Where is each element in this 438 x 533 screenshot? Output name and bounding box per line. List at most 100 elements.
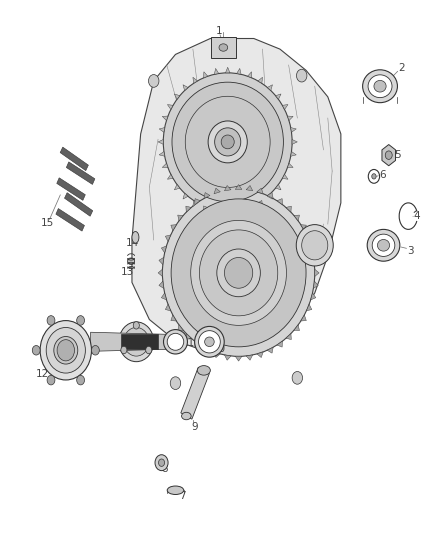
Polygon shape (267, 192, 273, 198)
Polygon shape (314, 257, 318, 264)
Polygon shape (237, 68, 241, 74)
Ellipse shape (221, 135, 234, 149)
Text: 7: 7 (179, 490, 185, 500)
Polygon shape (277, 199, 283, 205)
Ellipse shape (296, 224, 333, 266)
Polygon shape (194, 199, 200, 205)
Polygon shape (194, 341, 200, 347)
Polygon shape (287, 163, 293, 168)
Ellipse shape (208, 121, 247, 163)
Ellipse shape (40, 320, 92, 380)
Polygon shape (174, 184, 180, 190)
Polygon shape (311, 293, 316, 300)
Polygon shape (246, 355, 253, 360)
Polygon shape (158, 269, 162, 277)
Polygon shape (291, 127, 296, 132)
Polygon shape (267, 193, 272, 199)
Polygon shape (257, 352, 263, 358)
Polygon shape (226, 211, 230, 216)
Polygon shape (292, 140, 297, 144)
Circle shape (170, 377, 181, 390)
Circle shape (32, 345, 40, 355)
Polygon shape (161, 293, 166, 300)
Polygon shape (161, 246, 166, 253)
Ellipse shape (363, 70, 397, 103)
Polygon shape (276, 94, 281, 99)
Polygon shape (237, 209, 241, 215)
Ellipse shape (163, 73, 292, 211)
Polygon shape (291, 151, 296, 156)
Text: 8: 8 (161, 464, 168, 474)
Polygon shape (167, 104, 173, 109)
Text: 6: 6 (379, 171, 385, 180)
Ellipse shape (198, 330, 220, 353)
Polygon shape (382, 144, 396, 166)
Circle shape (146, 346, 152, 354)
Polygon shape (258, 77, 262, 83)
Polygon shape (258, 200, 262, 207)
Polygon shape (224, 355, 231, 360)
Polygon shape (235, 356, 242, 361)
Polygon shape (276, 184, 281, 190)
Text: 3: 3 (407, 246, 414, 256)
Ellipse shape (367, 229, 400, 261)
Polygon shape (64, 193, 93, 216)
Polygon shape (165, 235, 171, 241)
Ellipse shape (205, 337, 214, 346)
Circle shape (57, 340, 74, 361)
Circle shape (148, 75, 159, 87)
Polygon shape (257, 188, 263, 194)
Ellipse shape (194, 326, 224, 357)
Polygon shape (294, 215, 300, 221)
Ellipse shape (374, 80, 386, 92)
Polygon shape (183, 193, 188, 199)
Polygon shape (174, 94, 180, 99)
Polygon shape (287, 116, 293, 120)
Polygon shape (178, 325, 183, 330)
Polygon shape (183, 85, 188, 91)
Circle shape (159, 459, 165, 466)
Text: 10: 10 (212, 344, 226, 354)
Polygon shape (246, 185, 253, 191)
Ellipse shape (215, 128, 241, 156)
Polygon shape (159, 257, 164, 264)
Polygon shape (165, 304, 171, 311)
Circle shape (292, 372, 303, 384)
Ellipse shape (191, 220, 286, 325)
Polygon shape (204, 347, 210, 353)
Polygon shape (162, 163, 168, 168)
Polygon shape (186, 334, 191, 340)
Ellipse shape (378, 239, 390, 251)
Polygon shape (286, 334, 291, 340)
Polygon shape (171, 315, 177, 321)
Circle shape (47, 316, 55, 325)
Polygon shape (267, 347, 273, 353)
Ellipse shape (224, 257, 253, 288)
Text: 1: 1 (215, 26, 223, 36)
Polygon shape (286, 206, 291, 212)
Polygon shape (171, 225, 177, 231)
Polygon shape (283, 174, 288, 179)
Ellipse shape (172, 82, 283, 201)
Polygon shape (121, 334, 158, 349)
Polygon shape (66, 162, 95, 184)
Ellipse shape (124, 327, 149, 356)
Polygon shape (56, 208, 85, 231)
Polygon shape (214, 352, 220, 358)
Text: 15: 15 (40, 218, 54, 228)
Polygon shape (204, 206, 208, 212)
Polygon shape (301, 225, 306, 231)
Ellipse shape (119, 322, 154, 362)
Ellipse shape (132, 231, 139, 243)
Text: 2: 2 (399, 63, 405, 72)
Ellipse shape (372, 234, 395, 256)
Polygon shape (307, 235, 312, 241)
Polygon shape (159, 151, 165, 156)
Polygon shape (167, 174, 173, 179)
Circle shape (297, 69, 307, 82)
FancyBboxPatch shape (211, 37, 236, 58)
Polygon shape (159, 281, 164, 288)
Circle shape (385, 151, 392, 159)
Polygon shape (294, 325, 300, 330)
Polygon shape (226, 67, 230, 73)
